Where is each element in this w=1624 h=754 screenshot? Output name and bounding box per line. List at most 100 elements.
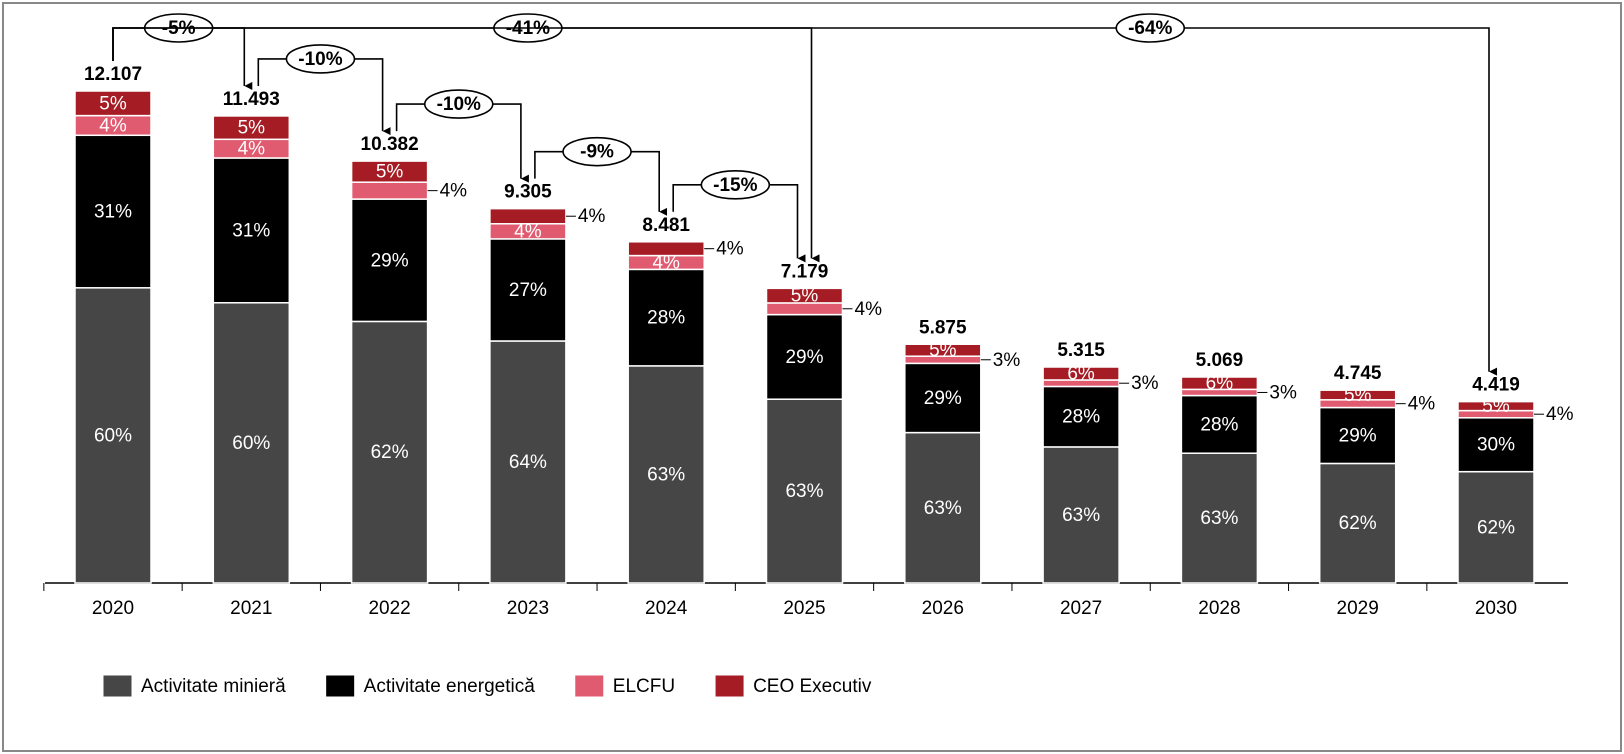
bar-segment	[1180, 452, 1259, 584]
segment-label: 3%	[993, 350, 1021, 371]
bar-segment	[765, 398, 844, 584]
segment-label: 31%	[94, 202, 132, 223]
change-label: -64%	[1128, 18, 1172, 39]
bar-segment	[74, 90, 152, 117]
bar-segment	[350, 320, 429, 584]
segment-label: 5%	[1482, 396, 1510, 417]
segment-label: 4%	[514, 221, 542, 242]
segment-label: 64%	[509, 452, 547, 473]
segment-label: 5%	[791, 286, 819, 307]
legend-swatch	[574, 674, 605, 698]
segment-label: 63%	[1200, 508, 1238, 529]
change-label: -10%	[298, 49, 342, 70]
total-label: 12.107	[84, 64, 142, 85]
bar-segment	[904, 343, 982, 357]
total-label: 4.419	[1472, 375, 1520, 396]
total-label: 9.305	[504, 182, 552, 203]
bar-segment	[1318, 389, 1397, 401]
total-label: 7.179	[781, 261, 829, 282]
legend-label: ELCFU	[613, 676, 675, 697]
bar-segment	[212, 302, 291, 584]
total-label: 10.382	[361, 134, 419, 155]
bar-segment	[627, 268, 705, 367]
legend-swatch	[325, 674, 356, 698]
segment-label: 63%	[1062, 505, 1100, 526]
segment-label: 5%	[1344, 385, 1372, 406]
bar-segment	[627, 365, 705, 584]
segment-label: 62%	[371, 442, 409, 463]
segment-label: 62%	[1477, 517, 1515, 538]
x-tick-label: 2020	[92, 598, 134, 619]
segment-label: 29%	[785, 347, 823, 368]
total-label: 11.493	[223, 89, 280, 110]
x-tick-label: 2028	[1198, 598, 1240, 619]
segment-label: 4%	[716, 239, 744, 260]
segment-label: 29%	[924, 388, 962, 409]
x-tick-label: 2024	[645, 598, 688, 619]
total-label: 5.875	[919, 317, 967, 338]
segment-label: 30%	[1477, 435, 1515, 456]
segment-label: 4%	[578, 206, 606, 227]
change-badge	[562, 136, 632, 167]
bar-segment	[1457, 417, 1535, 473]
segment-label: 5%	[99, 93, 127, 114]
segment-label: 6%	[1206, 373, 1234, 394]
bar-segment	[489, 340, 567, 584]
segment-label: 60%	[232, 433, 270, 454]
bar-segment	[212, 157, 291, 304]
segment-label: 29%	[371, 250, 409, 271]
segment-label: 27%	[509, 280, 547, 301]
bar-segment	[1457, 400, 1535, 412]
segment-label: 28%	[1062, 407, 1100, 428]
bar-segment	[1042, 366, 1120, 381]
bar-segment	[350, 160, 429, 183]
x-tick-label: 2021	[230, 598, 272, 619]
segment-label: 63%	[924, 498, 962, 519]
segment-label: 5%	[238, 118, 266, 139]
x-tick-label: 2027	[1060, 598, 1102, 619]
x-tick-label: 2025	[783, 598, 825, 619]
bar-segment	[1318, 462, 1397, 584]
x-tick-label: 2030	[1475, 598, 1517, 619]
segment-label: 63%	[785, 481, 823, 502]
total-label: 8.481	[642, 215, 690, 236]
total-label: 5.315	[1057, 340, 1105, 361]
legend-label: Activitate minieră	[141, 676, 286, 697]
change-label: -10%	[437, 94, 481, 115]
segment-label: 3%	[1269, 382, 1297, 403]
x-tick-label: 2026	[922, 598, 964, 619]
bar-segment	[74, 134, 152, 289]
legend-label: Activitate energetică	[364, 676, 536, 697]
segment-label: 31%	[232, 220, 270, 241]
x-tick-label: 2022	[368, 598, 410, 619]
change-badge	[423, 89, 494, 119]
change-label: -9%	[580, 142, 614, 163]
bar-segment	[350, 181, 429, 200]
total-label: 4.745	[1334, 363, 1382, 384]
bar-segment	[350, 198, 429, 323]
bar-segment	[1180, 394, 1259, 454]
segment-label: 6%	[1067, 364, 1095, 385]
segment-label: 4%	[1408, 394, 1436, 415]
segment-label: 4%	[440, 181, 468, 202]
bar-segment	[765, 313, 844, 400]
change-arrow	[112, 27, 1497, 376]
segment-label: 5%	[929, 340, 957, 361]
change-badge	[285, 44, 356, 74]
change-badge	[700, 169, 771, 200]
segment-label: 62%	[1339, 513, 1377, 534]
change-label: -15%	[713, 175, 757, 196]
segment-label: 4%	[855, 299, 883, 320]
segment-label: 28%	[1200, 414, 1238, 435]
segment-label: 63%	[647, 464, 685, 485]
segment-label: 4%	[238, 139, 266, 160]
legend-swatch	[714, 674, 745, 698]
x-tick-label: 2029	[1337, 598, 1379, 619]
total-label: 5.069	[1196, 350, 1244, 371]
segment-label: 4%	[99, 115, 127, 136]
segment-label: 5%	[376, 162, 404, 183]
segment-label: 29%	[1339, 426, 1377, 447]
segment-label: 3%	[1131, 373, 1159, 394]
x-tick-label: 2023	[507, 598, 549, 619]
